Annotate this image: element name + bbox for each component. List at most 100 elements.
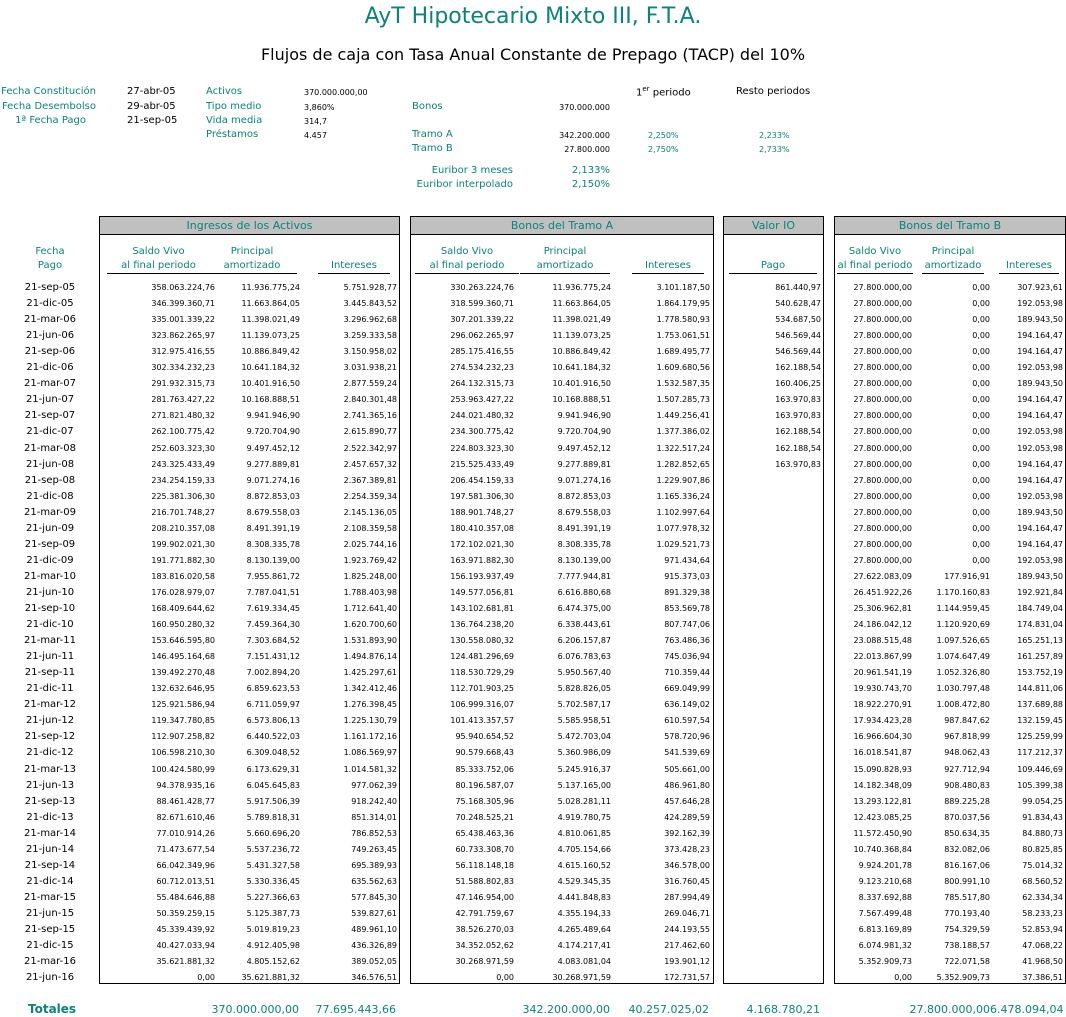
cell-a-saldo: 330.263.224,76 <box>450 283 514 292</box>
cell-io-pago <box>726 665 821 681</box>
cell-b-intereses: 307.923,61 <box>1017 283 1063 292</box>
cell-a-intereses: 373.428,23 <box>664 844 710 854</box>
cell-b-saldo: 27.800.000,00 <box>853 347 912 357</box>
cell-b-principal: 987.847,62 <box>944 716 990 726</box>
cell-a-principal: 11.139.073,25 <box>552 331 611 341</box>
cell-act-intereses: 3.150.958,02 <box>343 347 397 357</box>
cell-b-intereses: 192.053,98 <box>1017 443 1063 453</box>
cell-act-principal: 6.711.059,97 <box>246 700 300 710</box>
row-date: 21-mar-08 <box>23 442 76 454</box>
cell-act-saldo: 358.063.224,76 <box>151 283 215 292</box>
cell-io-pago <box>726 890 821 906</box>
cell-act-principal: 5.660.696,20 <box>246 828 300 838</box>
cell-b-intereses: 105.399,38 <box>1017 780 1063 790</box>
cell-io-pago <box>726 489 821 505</box>
euribor3-value: 2,133% <box>571 165 610 176</box>
cell-b-intereses: 37.386,51 <box>1022 973 1063 983</box>
cell-b-principal: 0,00 <box>972 507 990 517</box>
panel-io: Valor IO <box>723 216 824 984</box>
cell-b-principal: 0,00 <box>972 395 990 405</box>
cell-act-saldo: 302.334.232,23 <box>151 363 215 373</box>
cell-a-intereses: 1.322.517,24 <box>656 443 710 453</box>
cell-io-pago <box>726 938 821 954</box>
row-date: 21-dic-06 <box>26 362 74 374</box>
total-a-principal: 342.200.000,00 <box>522 1003 610 1016</box>
cell-a-intereses: 1.532.587,35 <box>656 379 710 389</box>
cell-b-saldo: 27.800.000,00 <box>853 395 912 405</box>
cell-act-saldo: 146.495.164,68 <box>151 652 215 662</box>
row-date: 21-dic-13 <box>26 811 74 823</box>
cell-b-saldo: 19.930.743,70 <box>853 684 912 694</box>
cell-b-saldo: 5.352.909,73 <box>858 957 912 967</box>
cell-b-principal: 1.008.472,80 <box>936 700 990 710</box>
cell-a-saldo: 264.132.315,73 <box>450 379 514 389</box>
cell-act-intereses: 1.276.398,45 <box>343 700 397 710</box>
cell-act-principal: 7.619.334,45 <box>246 604 300 613</box>
row-date: 21-sep-07 <box>24 410 76 422</box>
panel-activos: Ingresos de los Activos <box>99 216 400 984</box>
row-date: 21-jun-15 <box>25 907 75 919</box>
row-date: 21-jun-10 <box>25 586 75 598</box>
cell-a-intereses: 669.049,99 <box>664 684 710 694</box>
cell-a-principal: 6.474.375,00 <box>557 604 611 613</box>
cell-b-intereses: 132.159,45 <box>1017 716 1063 726</box>
cell-act-saldo: 106.598.210,30 <box>151 748 215 758</box>
cell-a-intereses: 807.747,06 <box>664 620 710 630</box>
cell-a-intereses: 578.720,96 <box>664 732 710 742</box>
cell-act-principal: 8.130.139,00 <box>246 555 300 565</box>
cell-b-intereses: 192.921,84 <box>1017 587 1063 597</box>
cell-b-intereses: 189.943,50 <box>1017 507 1063 517</box>
cell-a-intereses: 1.689.495,77 <box>656 347 710 357</box>
cell-a-principal: 4.083.081,04 <box>557 957 611 967</box>
cell-b-saldo: 27.800.000,00 <box>853 459 912 469</box>
cell-a-saldo: 80.196.587,07 <box>455 780 514 790</box>
cell-act-intereses: 1.712.641,40 <box>343 604 397 613</box>
row-date: 21-jun-08 <box>25 458 75 470</box>
cell-a-intereses: 244.193,55 <box>664 925 710 934</box>
cell-b-intereses: 109.446,69 <box>1017 764 1063 774</box>
totals-label: Totales <box>28 1002 77 1016</box>
cell-b-intereses: 75.014,32 <box>1022 860 1063 870</box>
cell-b-principal: 0,00 <box>972 379 990 389</box>
cell-act-saldo: 132.632.646,95 <box>151 684 215 694</box>
cell-b-principal: 948.062,43 <box>944 748 990 758</box>
cell-act-saldo: 40.427.033,94 <box>156 941 215 951</box>
cell-a-principal: 9.277.889,81 <box>557 459 611 469</box>
cell-b-intereses: 184.749,04 <box>1017 604 1063 613</box>
cell-act-principal: 10.886.849,42 <box>241 347 300 357</box>
cell-act-intereses: 489.961,10 <box>351 925 397 934</box>
cell-a-saldo: 188.901.748,27 <box>450 507 514 517</box>
cell-a-saldo: 149.577.056,81 <box>450 587 514 597</box>
row-date: 21-mar-06 <box>23 314 76 326</box>
cell-io-pago: 546.569,44 <box>775 347 821 357</box>
cell-act-principal: 5.789.818,31 <box>246 812 300 822</box>
cell-a-principal: 11.398.021,49 <box>552 315 611 325</box>
vida-media-value: 314,7 <box>304 117 327 126</box>
cell-a-saldo: 296.062.265,97 <box>450 331 514 341</box>
cell-act-principal: 9.277.889,81 <box>246 459 300 469</box>
total-b-intereses: 6.478.094,04 <box>990 1003 1064 1016</box>
cell-b-saldo: 17.934.423,28 <box>853 716 912 726</box>
cell-a-principal: 8.872.853,03 <box>557 491 611 501</box>
cell-io-pago: 162.188,54 <box>775 443 821 453</box>
cell-act-intereses: 1.161.172,16 <box>343 732 397 742</box>
cell-a-saldo: 101.413.357,57 <box>450 716 514 726</box>
cell-act-intereses: 1.342.412,46 <box>343 684 397 694</box>
cell-act-intereses: 3.445.843,52 <box>343 299 397 309</box>
cell-a-saldo: 47.146.954,00 <box>455 892 514 902</box>
cell-b-principal: 0,00 <box>972 347 990 357</box>
cell-b-principal: 967.818,99 <box>944 732 990 742</box>
cell-act-intereses: 539.827,61 <box>351 908 397 918</box>
cell-act-principal: 5.537.236,72 <box>246 844 300 854</box>
cell-act-principal: 11.936.775,24 <box>241 283 300 292</box>
cell-io-pago <box>726 553 821 569</box>
cell-b-principal: 1.074.647,49 <box>936 652 990 662</box>
cell-a-saldo: 224.803.323,30 <box>450 443 514 453</box>
cell-b-saldo: 9.123.210,68 <box>858 876 912 886</box>
cell-b-intereses: 194.164,47 <box>1017 459 1063 469</box>
cell-a-saldo: 65.438.463,36 <box>455 828 514 838</box>
cell-act-saldo: 35.621.881,32 <box>156 957 215 967</box>
cell-b-intereses: 137.689,88 <box>1017 700 1063 710</box>
cell-b-intereses: 58.233,23 <box>1022 908 1063 918</box>
cell-a-principal: 10.641.184,32 <box>552 363 611 373</box>
